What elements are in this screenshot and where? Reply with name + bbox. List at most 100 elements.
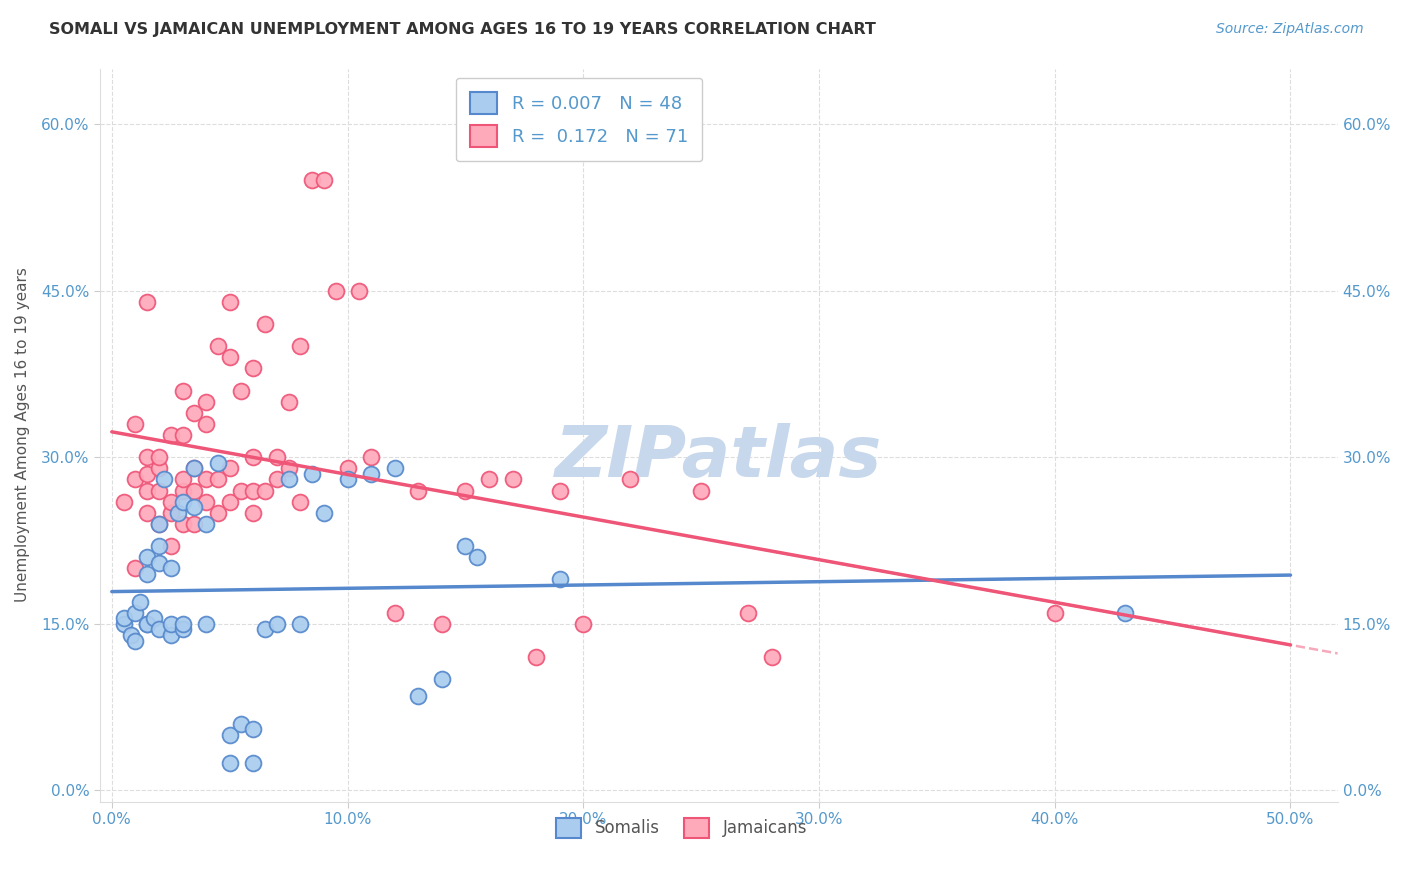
Point [166, 506, 188, 520]
Point [218, 351, 240, 365]
Point [172, 428, 194, 442]
Point [159, 628, 181, 642]
Point [207, 473, 229, 487]
Point [218, 494, 240, 508]
Point [159, 494, 181, 508]
Point [183, 500, 205, 515]
Point [148, 461, 170, 475]
Point [430, 673, 453, 687]
Point [195, 417, 218, 431]
Point [195, 516, 218, 531]
Point [183, 461, 205, 475]
Point [124, 417, 146, 431]
Point [172, 616, 194, 631]
Point [148, 556, 170, 570]
Point [218, 461, 240, 475]
Point [129, 594, 152, 608]
Point [172, 516, 194, 531]
Point [254, 623, 277, 637]
Point [120, 628, 142, 642]
Point [124, 561, 146, 575]
Point [195, 473, 218, 487]
Point [148, 539, 170, 553]
Point [195, 394, 218, 409]
Point [112, 611, 135, 625]
Point [384, 606, 406, 620]
Point [218, 728, 240, 742]
Point [136, 616, 159, 631]
Point [737, 606, 759, 620]
Point [218, 756, 240, 770]
Y-axis label: Unemployment Among Ages 16 to 19 years: Unemployment Among Ages 16 to 19 years [15, 268, 30, 602]
Point [195, 494, 218, 508]
Point [301, 172, 323, 186]
Point [183, 461, 205, 475]
Point [360, 467, 382, 481]
Point [183, 516, 205, 531]
Point [136, 506, 159, 520]
Point [183, 483, 205, 498]
Point [136, 550, 159, 565]
Point [242, 723, 264, 737]
Point [124, 633, 146, 648]
Point [136, 450, 159, 465]
Point [619, 473, 641, 487]
Point [325, 284, 347, 298]
Point [152, 473, 174, 487]
Point [548, 483, 571, 498]
Point [430, 616, 453, 631]
Point [159, 561, 181, 575]
Point [349, 284, 371, 298]
Point [1043, 606, 1066, 620]
Point [277, 473, 299, 487]
Point [172, 384, 194, 398]
Point [242, 483, 264, 498]
Point [183, 406, 205, 420]
Point [336, 473, 359, 487]
Point [148, 516, 170, 531]
Text: Source: ZipAtlas.com: Source: ZipAtlas.com [1216, 22, 1364, 37]
Point [231, 483, 253, 498]
Point [136, 566, 159, 581]
Point [159, 539, 181, 553]
Point [312, 172, 335, 186]
Point [172, 483, 194, 498]
Point [336, 461, 359, 475]
Point [290, 616, 312, 631]
Point [159, 616, 181, 631]
Point [254, 483, 277, 498]
Point [172, 623, 194, 637]
Point [478, 473, 501, 487]
Text: SOMALI VS JAMAICAN UNEMPLOYMENT AMONG AGES 16 TO 19 YEARS CORRELATION CHART: SOMALI VS JAMAICAN UNEMPLOYMENT AMONG AG… [49, 22, 876, 37]
Point [502, 473, 524, 487]
Point [465, 550, 488, 565]
Point [136, 483, 159, 498]
Point [301, 467, 323, 481]
Text: ZIPatlas: ZIPatlas [555, 423, 883, 491]
Point [231, 384, 253, 398]
Point [277, 461, 299, 475]
Point [277, 394, 299, 409]
Point [312, 506, 335, 520]
Point [266, 473, 288, 487]
Point [159, 506, 181, 520]
Point [266, 616, 288, 631]
Point [159, 428, 181, 442]
Point [148, 483, 170, 498]
Point [172, 494, 194, 508]
Point [207, 456, 229, 470]
Point [172, 473, 194, 487]
Point [1114, 606, 1136, 620]
Point [290, 339, 312, 353]
Legend: Somalis, Jamaicans: Somalis, Jamaicans [550, 811, 814, 845]
Point [242, 450, 264, 465]
Point [148, 450, 170, 465]
Point [761, 650, 783, 665]
Point [112, 616, 135, 631]
Point [690, 483, 713, 498]
Point [384, 461, 406, 475]
Point [207, 506, 229, 520]
Point [290, 494, 312, 508]
Point [548, 573, 571, 587]
Point [136, 467, 159, 481]
